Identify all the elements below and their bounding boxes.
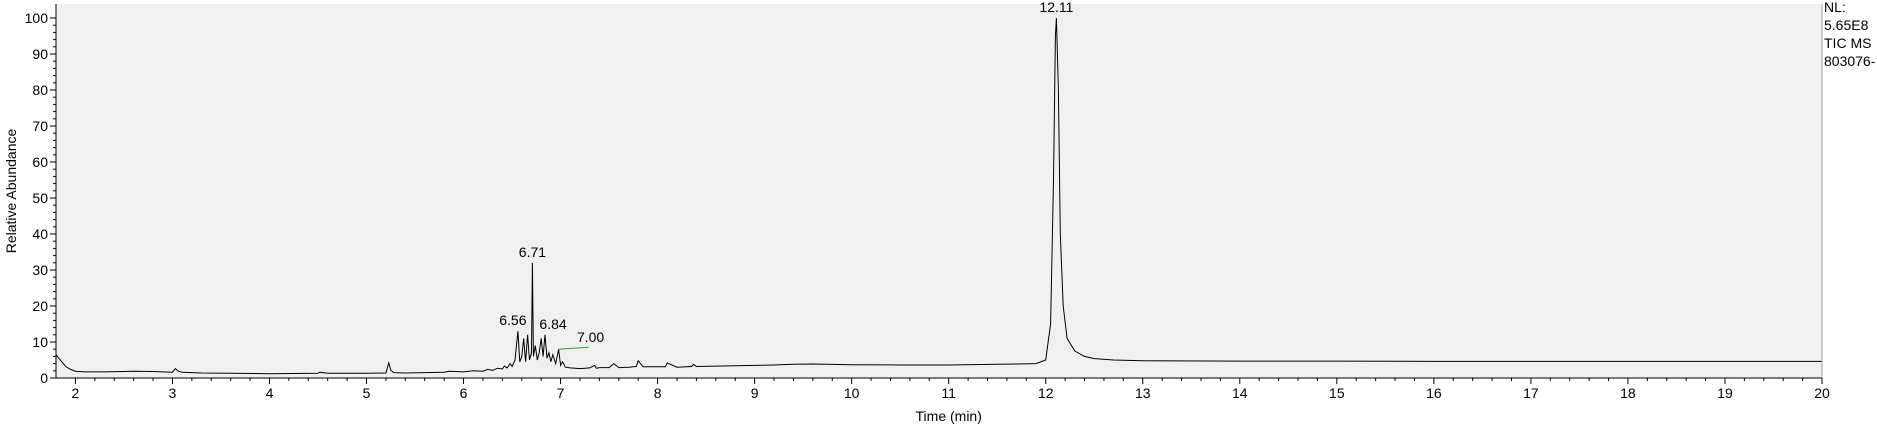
x-tick-label: 20 <box>1814 385 1830 401</box>
x-tick-label: 3 <box>169 385 177 401</box>
x-tick-label: 6 <box>460 385 468 401</box>
x-tick-label: 16 <box>1426 385 1442 401</box>
y-tick-label: 50 <box>32 190 48 206</box>
peak-label-connector <box>558 346 589 350</box>
peak-label: 6.56 <box>499 312 526 328</box>
info-filename: 803076- <box>1824 53 1876 69</box>
x-tick-label: 14 <box>1232 385 1248 401</box>
y-tick-label: 90 <box>32 46 48 62</box>
info-block: NL: 5.65E8 TIC MS 803076- <box>1824 0 1876 69</box>
y-tick-label: 30 <box>32 262 48 278</box>
x-tick-label: 9 <box>751 385 759 401</box>
x-axis-ticks: 2 3 4 5 6 7 8 9 10 11 12 13 14 15 16 17 18 19 20 <box>72 378 1830 401</box>
x-tick-label: 10 <box>844 385 860 401</box>
info-nl-value: 5.65E8 <box>1824 17 1869 33</box>
y-tick-label: 60 <box>32 154 48 170</box>
peak-label: 6.84 <box>539 316 566 332</box>
peak-label: 7.00 <box>577 329 604 345</box>
peak-label: 12.11 <box>1039 0 1073 15</box>
x-tick-label: 12 <box>1038 385 1054 401</box>
y-tick-label: 100 <box>25 10 49 26</box>
x-tick-label: 15 <box>1329 385 1345 401</box>
x-tick-label: 18 <box>1620 385 1636 401</box>
y-tick-label: 40 <box>32 226 48 242</box>
tic-trace-line <box>55 17 1822 375</box>
y-axis-ticks: 0 10 20 30 40 50 60 70 80 90 100 <box>25 10 56 386</box>
plot-area <box>56 4 1822 378</box>
y-tick-label: 80 <box>32 82 48 98</box>
x-tick-label: 8 <box>654 385 662 401</box>
x-tick-label: 17 <box>1523 385 1539 401</box>
info-nl-label: NL: <box>1824 0 1846 15</box>
peak-labels: 6.56 6.71 6.84 7.00 12.11 <box>499 0 1074 350</box>
x-tick-label: 5 <box>363 385 371 401</box>
x-tick-label: 7 <box>557 385 565 401</box>
x-tick-label: 13 <box>1135 385 1151 401</box>
y-tick-label: 70 <box>32 118 48 134</box>
y-tick-label: 0 <box>40 370 48 386</box>
y-axis-title: Relative Abundance <box>3 129 19 254</box>
info-scan-filter: TIC MS <box>1824 35 1871 51</box>
y-tick-label: 10 <box>32 334 48 350</box>
peak-label: 6.71 <box>519 244 546 260</box>
y-tick-label: 20 <box>32 298 48 314</box>
x-tick-label: 19 <box>1717 385 1733 401</box>
x-axis-title: Time (min) <box>916 408 982 424</box>
x-tick-label: 2 <box>72 385 80 401</box>
x-tick-label: 11 <box>941 385 956 401</box>
x-tick-label: 4 <box>266 385 274 401</box>
